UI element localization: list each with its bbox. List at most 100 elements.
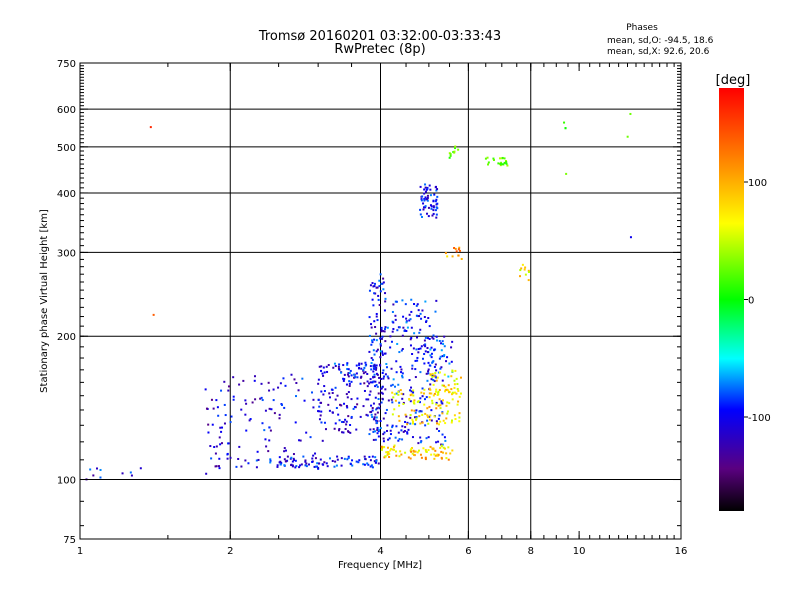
data-point — [397, 431, 400, 434]
data-point — [429, 373, 432, 376]
data-point — [392, 378, 395, 381]
data-point — [424, 300, 427, 303]
data-point — [347, 456, 350, 459]
data-point — [412, 453, 415, 456]
data-point — [347, 455, 350, 458]
data-point — [370, 323, 373, 326]
data-point — [424, 343, 427, 346]
data-point — [416, 400, 419, 403]
data-point — [318, 462, 321, 465]
data-point — [414, 376, 417, 379]
data-point — [501, 163, 504, 166]
data-point — [394, 450, 397, 453]
data-point — [427, 206, 430, 209]
data-point — [322, 366, 325, 369]
data-point — [348, 380, 351, 383]
data-point — [401, 374, 404, 377]
data-point — [449, 153, 452, 156]
data-point — [433, 453, 436, 456]
data-point — [283, 464, 286, 467]
data-point — [405, 321, 408, 324]
data-point — [449, 452, 452, 455]
data-point — [487, 161, 490, 164]
data-point — [355, 364, 358, 367]
data-point — [499, 164, 502, 167]
data-point — [283, 447, 286, 450]
data-point — [375, 416, 378, 419]
data-point — [372, 402, 375, 405]
data-point — [359, 376, 362, 379]
data-point — [347, 375, 350, 378]
data-point — [421, 421, 424, 424]
data-point — [295, 382, 298, 385]
data-point — [380, 387, 383, 390]
data-point — [229, 456, 232, 459]
data-point — [437, 453, 440, 456]
data-point — [411, 367, 414, 370]
data-point — [409, 389, 412, 392]
data-point — [373, 375, 376, 378]
data-point — [415, 416, 418, 419]
y-axis-label: Stationary phase Virtual Height [km] — [39, 209, 50, 393]
data-point — [505, 161, 508, 164]
data-point — [433, 415, 436, 418]
data-point — [429, 204, 432, 207]
data-point — [433, 193, 436, 196]
data-point — [368, 455, 371, 458]
data-point — [360, 367, 363, 370]
data-point — [353, 373, 356, 376]
data-point — [404, 303, 407, 306]
data-point — [223, 403, 226, 406]
data-point — [375, 366, 378, 369]
data-point — [292, 457, 295, 460]
data-point — [386, 453, 389, 456]
data-point — [403, 329, 406, 332]
data-point — [563, 121, 566, 124]
data-point — [349, 431, 352, 434]
data-point — [317, 398, 320, 401]
data-point — [370, 362, 373, 365]
data-point — [414, 411, 417, 414]
data-point — [99, 468, 102, 471]
data-point — [325, 365, 328, 368]
data-point — [428, 325, 431, 328]
data-point — [214, 465, 217, 468]
data-point — [278, 417, 281, 420]
data-point — [369, 365, 372, 368]
data-point — [423, 362, 426, 365]
data-point — [383, 330, 386, 333]
data-point — [343, 378, 346, 381]
data-point — [352, 407, 355, 410]
data-point — [451, 398, 454, 401]
data-point — [373, 338, 376, 341]
data-point — [411, 364, 414, 367]
data-point — [450, 393, 453, 396]
data-point — [245, 402, 248, 405]
data-point — [377, 462, 380, 465]
data-point — [424, 448, 427, 451]
data-point — [328, 392, 331, 395]
data-point — [355, 460, 358, 463]
data-point — [139, 467, 142, 470]
data-point — [317, 466, 320, 469]
data-point — [376, 429, 379, 432]
data-point — [302, 455, 305, 458]
data-point — [407, 456, 410, 459]
data-point — [264, 409, 267, 412]
data-point — [447, 458, 450, 461]
data-point — [419, 347, 422, 350]
data-point — [487, 163, 490, 166]
data-point — [431, 375, 434, 378]
data-point — [320, 365, 323, 368]
data-point — [428, 405, 431, 408]
data-point — [427, 317, 430, 320]
data-point — [397, 390, 400, 393]
data-point — [363, 366, 366, 369]
data-point — [381, 352, 384, 355]
x-tick-label: 6 — [465, 546, 471, 557]
data-point — [484, 157, 487, 160]
data-point — [412, 394, 415, 397]
data-point — [412, 449, 415, 452]
data-point — [410, 326, 413, 329]
data-point — [347, 431, 350, 434]
